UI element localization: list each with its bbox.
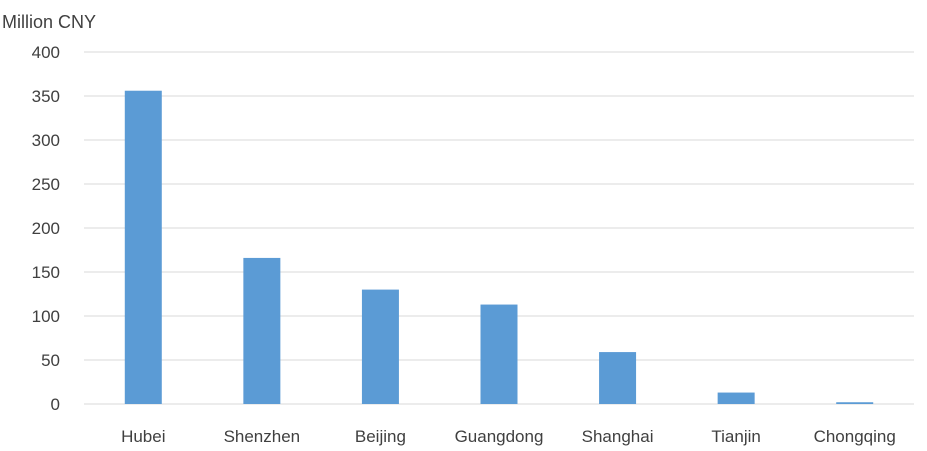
- bar-beijing: [361, 289, 399, 404]
- bars: [124, 90, 874, 404]
- y-tick-label: 200: [32, 219, 60, 238]
- bar-hubei: [124, 90, 162, 404]
- bar-shenzhen: [243, 257, 281, 404]
- category-label: Tianjin: [711, 427, 760, 446]
- y-tick-label: 0: [51, 395, 60, 414]
- gridlines: [84, 51, 914, 405]
- y-axis-label: Million CNY: [2, 12, 96, 32]
- category-label: Hubei: [121, 427, 165, 446]
- category-label: Shenzhen: [224, 427, 301, 446]
- y-tick-label: 400: [32, 43, 60, 62]
- y-tick-label: 250: [32, 175, 60, 194]
- bar-guangdong: [480, 304, 518, 404]
- category-labels: Hubei Shenzhen Beijing Guangdong Shanghai Tia…: [121, 427, 896, 446]
- category-label: Guangdong: [455, 427, 544, 446]
- category-label: Chongqing: [814, 427, 896, 446]
- y-tick-labels: 0 50 100 150 200 250 300 350 400: [32, 43, 60, 414]
- y-tick-label: 300: [32, 131, 60, 150]
- y-tick-label: 150: [32, 263, 60, 282]
- category-label: Beijing: [355, 427, 406, 446]
- category-label: Shanghai: [582, 427, 654, 446]
- bar-shanghai: [599, 352, 637, 404]
- bar-chongqing: [836, 402, 874, 404]
- y-tick-label: 350: [32, 87, 60, 106]
- bar-tianjin: [717, 392, 755, 404]
- y-tick-label: 100: [32, 307, 60, 326]
- y-tick-label: 50: [41, 351, 60, 370]
